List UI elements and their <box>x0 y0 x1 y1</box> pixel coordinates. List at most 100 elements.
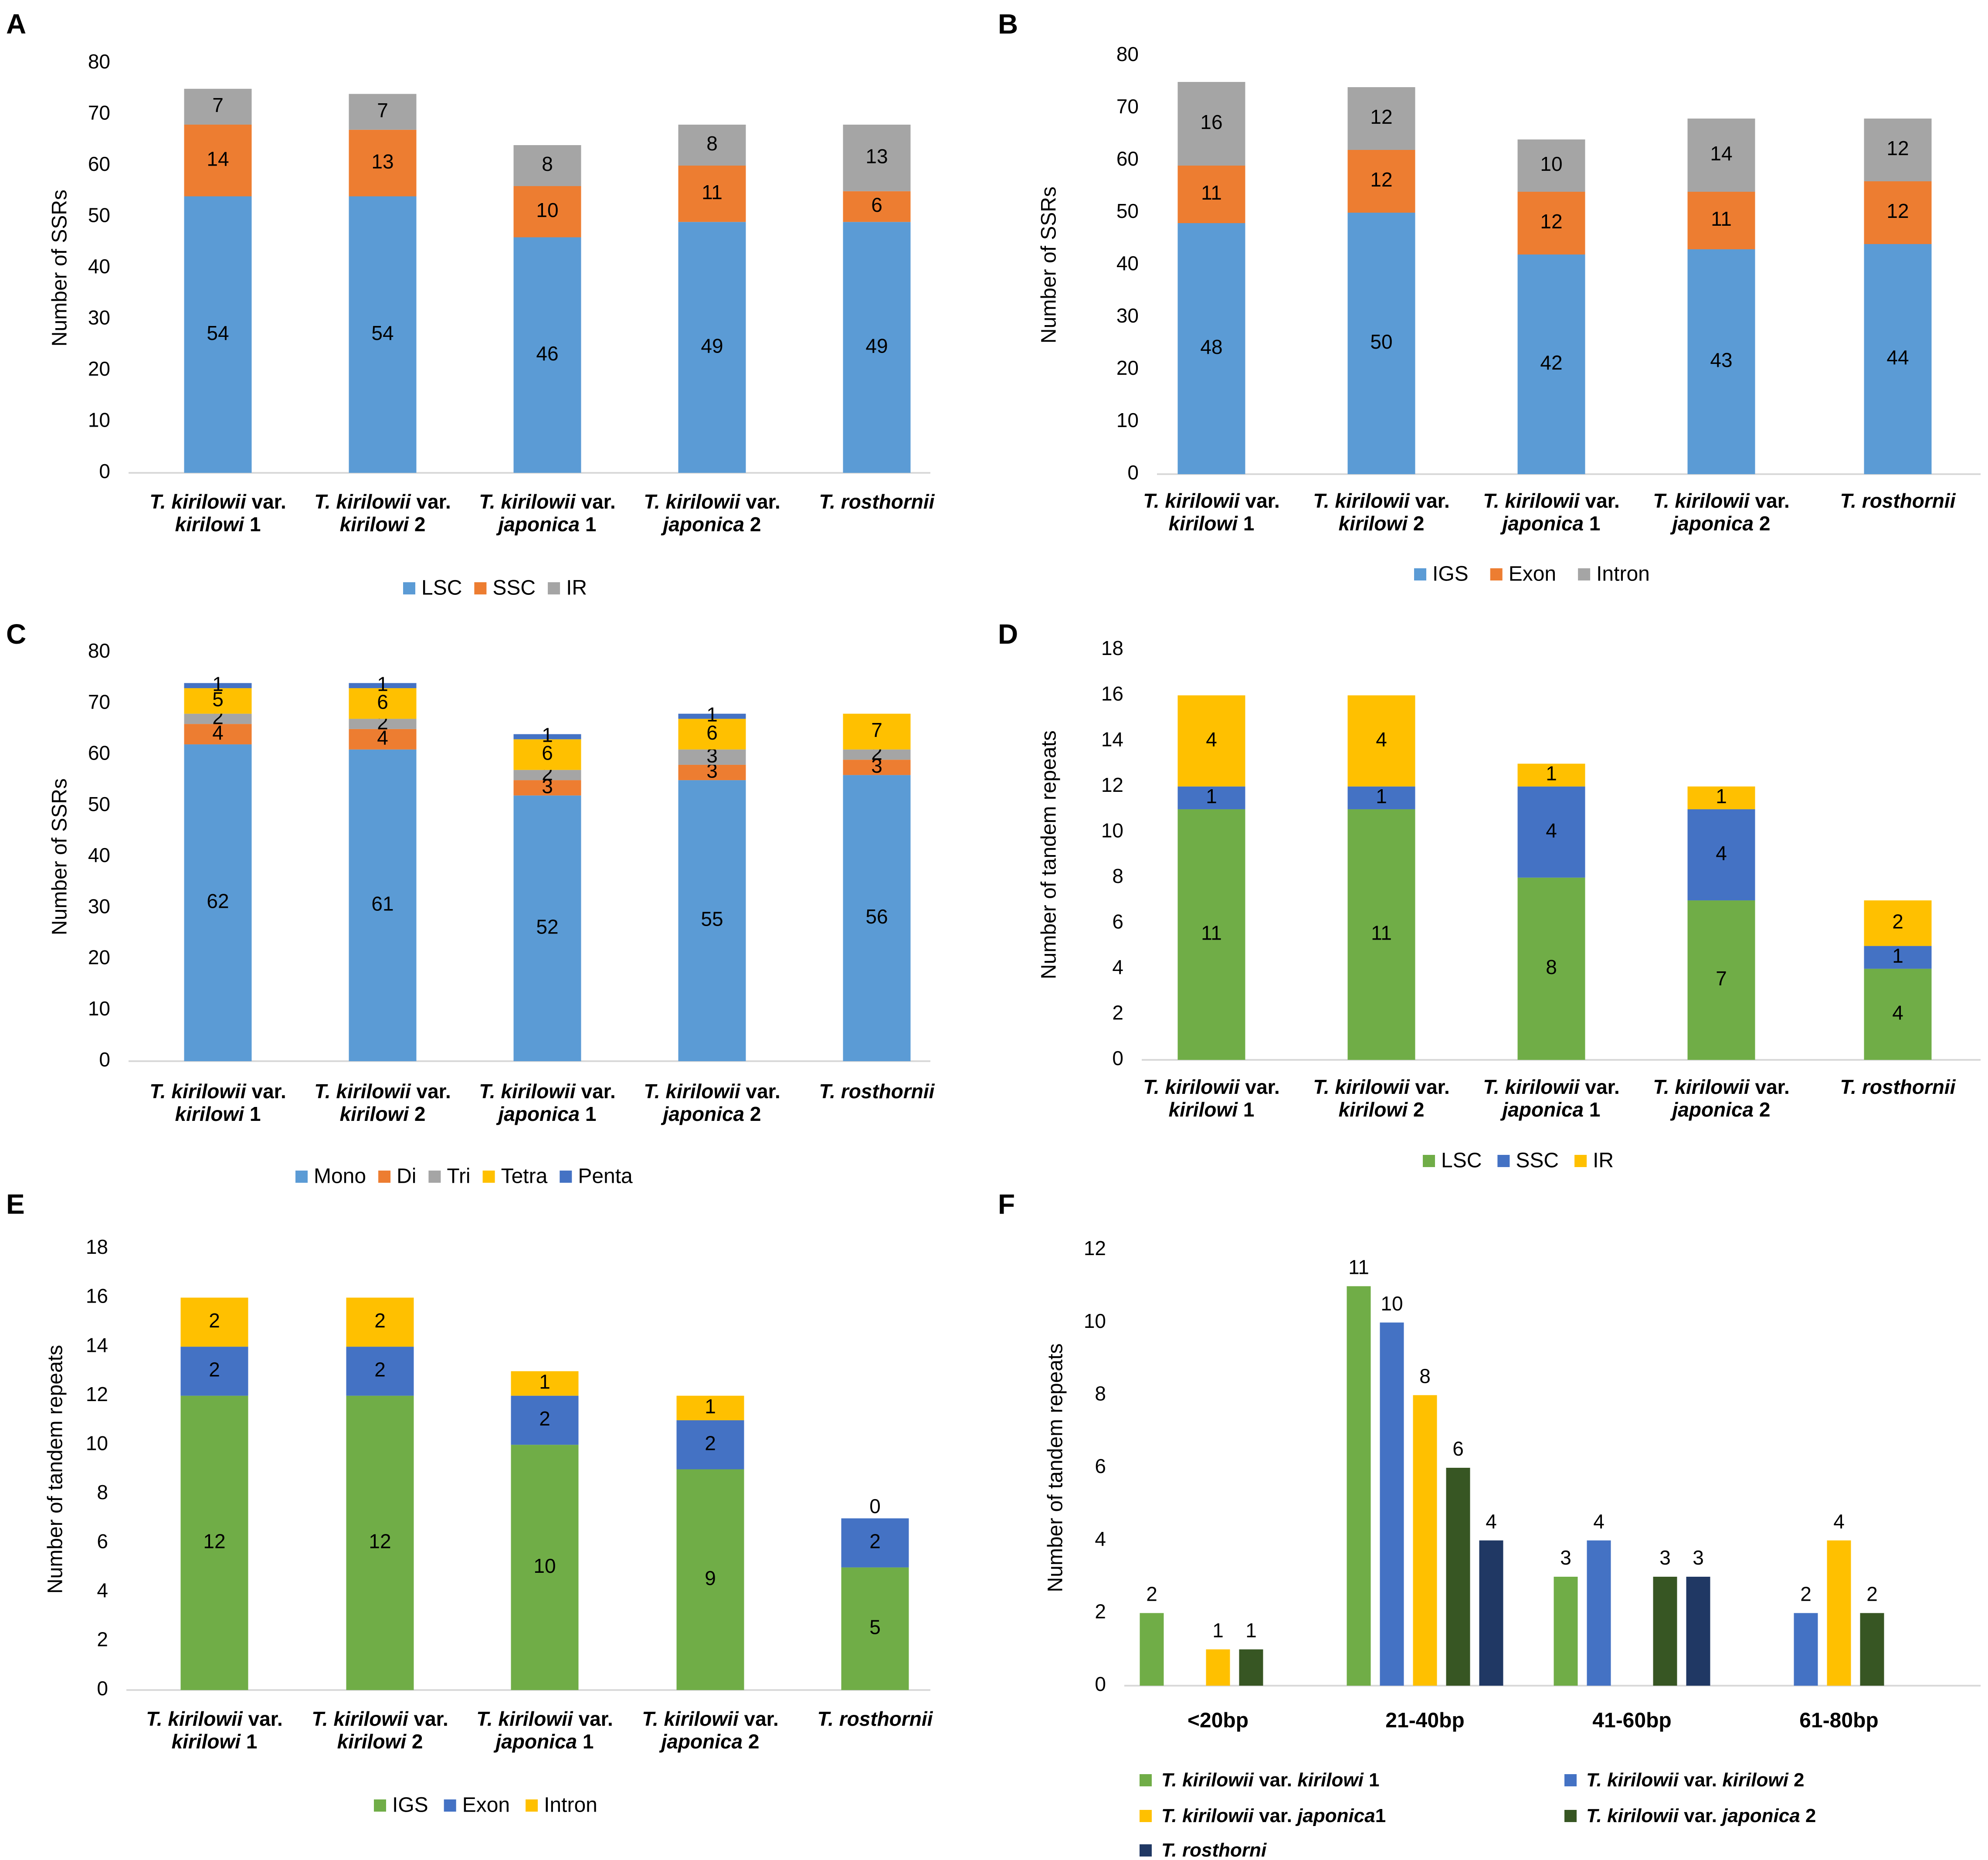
bar-igs <box>1347 213 1415 474</box>
data-label: 3 <box>1693 1546 1704 1569</box>
data-label: 13 <box>865 145 888 168</box>
y-tick-label: 12 <box>1101 774 1123 796</box>
bar-intron <box>511 1371 579 1396</box>
legend-label: SSC <box>1516 1149 1559 1172</box>
bar-tetra <box>513 739 581 770</box>
category-label: <20bp <box>1187 1709 1248 1732</box>
category-label-line2: japonica 1 <box>494 1730 594 1753</box>
data-label: 12 <box>1540 210 1562 233</box>
bar-ssc <box>1687 809 1755 901</box>
y-tick-label: 20 <box>88 946 110 969</box>
data-label: 12 <box>203 1530 225 1552</box>
y-tick-label: 20 <box>1116 356 1139 379</box>
bar-intron <box>180 1297 248 1347</box>
category-label: T. kirilowii var. <box>1143 489 1280 512</box>
y-tick-label: 80 <box>88 50 110 73</box>
bar-igs <box>180 1395 248 1690</box>
data-label: 10 <box>536 199 558 221</box>
y-tick-label: 8 <box>97 1481 108 1504</box>
data-label: 2 <box>1146 1582 1157 1605</box>
y-tick-label: 40 <box>88 844 110 866</box>
category-label: T. kirilowii var. <box>644 1080 780 1103</box>
category-label-line2: kirilowi 2 <box>340 513 426 536</box>
bar-penta <box>678 713 746 719</box>
legend-label: Exon <box>1509 563 1556 586</box>
data-label: 11 <box>1348 1256 1369 1278</box>
bar-di <box>184 724 252 745</box>
category-label: T. kirilowii var. <box>149 1080 286 1103</box>
y-tick-label: 60 <box>88 153 110 175</box>
y-tick-label: 18 <box>86 1235 108 1258</box>
category-label-line2: kirilowi 1 <box>175 513 261 536</box>
category-label: T. kirilowii var. <box>479 1080 616 1103</box>
data-label: 52 <box>536 915 558 938</box>
legend-label: Di <box>397 1165 416 1188</box>
data-label: 14 <box>207 147 229 170</box>
data-label: 2 <box>374 1358 386 1381</box>
bar-igs <box>1687 249 1755 474</box>
data-label: 2 <box>705 1432 716 1454</box>
data-label: 11 <box>1371 922 1392 944</box>
data-label: 1 <box>1212 1619 1224 1642</box>
legend-label: T. kirilowii var. kirilowi 1 <box>1161 1769 1380 1791</box>
y-tick-label: 0 <box>99 460 110 482</box>
y-tick-label: 4 <box>97 1579 108 1602</box>
data-label: 50 <box>1370 330 1392 353</box>
y-tick-label: 70 <box>88 102 110 124</box>
data-label: 4 <box>1546 819 1557 842</box>
data-label: 1 <box>1245 1619 1257 1642</box>
data-label: 5 <box>212 688 224 711</box>
y-axis-label: Number of SSRs <box>48 778 71 935</box>
y-axis-label: Number of tandem repeats <box>1038 730 1061 979</box>
data-label: 48 <box>1200 336 1222 358</box>
legend-swatch <box>1574 1155 1587 1167</box>
y-tick-label: 10 <box>1101 819 1123 842</box>
y-tick-label: 70 <box>88 690 110 713</box>
bar-ir <box>843 125 911 191</box>
category-label: T. rosthornii <box>1840 1076 1956 1098</box>
bar-mono <box>513 795 581 1061</box>
bar-series-2 <box>1587 1540 1611 1686</box>
bar-exon <box>511 1395 579 1445</box>
bar-series-1 <box>1347 1286 1371 1686</box>
legend-label: T. kirilowii var. japonica 2 <box>1586 1805 1816 1826</box>
bar-tetra <box>184 688 252 714</box>
y-tick-label: 50 <box>88 204 110 227</box>
data-label: 7 <box>212 94 224 116</box>
bar-series-2 <box>1380 1322 1404 1686</box>
y-tick-label: 10 <box>1084 1310 1106 1332</box>
y-tick-label: 2 <box>1112 1001 1123 1024</box>
bar-ir <box>513 145 581 186</box>
legend-swatch <box>526 1799 538 1812</box>
data-label: 5 <box>869 1616 881 1638</box>
category-label-line2: japonica 1 <box>496 513 597 536</box>
bar-series-1 <box>1554 1577 1578 1686</box>
category-label-line2: japonica 1 <box>496 1103 597 1125</box>
bar-series-4 <box>1653 1577 1677 1686</box>
legend-label: T. kirilowii var. japonica1 <box>1161 1805 1386 1826</box>
data-label: 1 <box>1892 944 1903 967</box>
data-label: 1 <box>377 672 388 695</box>
data-label: 1 <box>542 724 553 747</box>
data-label: 44 <box>1886 346 1909 369</box>
data-label: 2 <box>209 1309 220 1332</box>
category-label: T. kirilowii var. <box>314 1080 451 1103</box>
bar-mono <box>843 775 911 1061</box>
bar-lsc <box>349 196 417 473</box>
legend-swatch <box>482 1171 495 1183</box>
bar-ssc <box>349 129 417 197</box>
y-tick-label: 10 <box>88 997 110 1020</box>
category-label-line2: kirilowi 1 <box>1169 512 1255 535</box>
legend-label: IR <box>566 577 587 600</box>
bar-tetra <box>349 688 417 719</box>
data-label: 4 <box>1486 1510 1497 1533</box>
data-label: 43 <box>1710 349 1732 371</box>
y-tick-label: 0 <box>99 1048 110 1071</box>
bar-intron <box>1347 87 1415 150</box>
data-label: 4 <box>1716 842 1727 865</box>
category-label: T. rosthornii <box>818 1707 933 1730</box>
bar-exon <box>1347 150 1415 213</box>
legend-swatch <box>1423 1155 1435 1167</box>
bar-ir <box>349 94 417 130</box>
